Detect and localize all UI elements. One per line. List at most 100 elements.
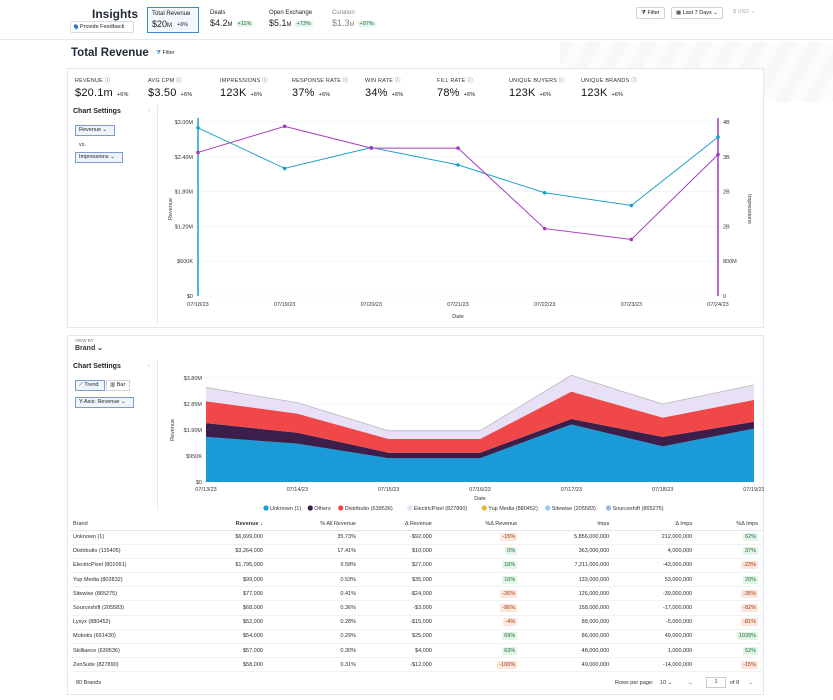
tab-total-revenue[interactable]: Total Revenue $20M +6% (147, 7, 199, 33)
y-axis-title: Revenue (170, 419, 176, 441)
tab-unit: M (349, 22, 355, 28)
metric2-select[interactable]: Impressions ⌄ (75, 152, 123, 163)
metric1-select[interactable]: Revenue ⌄ (75, 125, 115, 136)
table-row[interactable]: Skilliance (639536) $57,000 0.30% $4,000 63%… (70, 643, 764, 659)
legend-swatch (545, 505, 551, 511)
y2-tick-label: 0 (723, 294, 726, 300)
trend-label: Trend (84, 382, 99, 388)
table-row[interactable]: Yup Media (802832) $99,000 0.53% $35,000 16%… (70, 572, 764, 588)
page-count: of 8 (730, 680, 740, 686)
prev-page-icon[interactable]: ← (688, 680, 694, 686)
y-axis-select[interactable]: Y-Axis: Revenue ⌄ (75, 397, 134, 408)
rows-per-page-select[interactable]: 10 ⌄ (660, 680, 673, 686)
kpi-delta: +6% (250, 92, 263, 98)
tab-open-exchange[interactable]: Open Exchange $5.1M +73% (265, 7, 321, 33)
table-cell: Distributio (115405) (70, 544, 192, 559)
y-tick-label: $950K (186, 454, 202, 460)
bar-toggle[interactable]: ▥ Bar (106, 380, 130, 391)
data-point (716, 135, 720, 139)
data-point (629, 237, 634, 242)
kpi-label: IMPRESSIONS (220, 78, 261, 84)
y-tick-label: $1.80M (175, 190, 194, 196)
column-header[interactable]: Brand (70, 518, 192, 531)
table-row[interactable]: Sitewise (865275) $77,000 0.41% -$24,000 -26… (70, 586, 764, 602)
column-header[interactable]: % All Revenue (268, 518, 362, 531)
column-header[interactable]: %Δ Revenue (437, 518, 524, 531)
tab-delta: +73% (294, 21, 313, 27)
table-cell: Skilliance (639536) (70, 643, 192, 659)
collapse-icon[interactable]: ‹ (148, 363, 150, 369)
table-cell: 88,000,000 (523, 615, 616, 630)
column-header[interactable]: Δ Imps (615, 518, 699, 531)
delta-chip: -86% (500, 604, 518, 613)
collapse-icon[interactable]: ‹ (148, 108, 150, 114)
data-point (282, 124, 287, 129)
trend-toggle[interactable]: ⟋ Trend (75, 380, 105, 391)
table-cell: 1,000,000 (615, 643, 699, 659)
x-tick-label: 07/23/23 (621, 302, 642, 308)
tab-curation[interactable]: Curation $1.3M +97% (328, 7, 380, 33)
next-page-icon[interactable]: → (748, 680, 754, 686)
table-cell: 0.53% (268, 572, 362, 588)
section-filter-button[interactable]: ⧩ Filter (156, 50, 175, 57)
y2-tick-label: 3B (723, 155, 730, 161)
kpi-label: FILL RATE (437, 78, 466, 84)
x-tick-label: 07/20/23 (361, 302, 382, 308)
table-row[interactable]: Distributio (115405) $3,264,000 17.41% $10,… (70, 544, 764, 559)
table-cell: Unknown (1) (70, 530, 192, 545)
delta-chip: 0% (505, 547, 518, 556)
table-cell: $52,000 (191, 615, 269, 630)
delta-chip: -81% (741, 618, 758, 627)
table-row[interactable]: Lysyx (880452) $52,000 0.28% -$15,000 -4% 88,… (70, 615, 764, 630)
tab-value: $1.3 (332, 18, 350, 28)
y-tick-label: $2.40M (175, 155, 194, 161)
table-cell: Lysyx (880452) (70, 615, 192, 630)
kpi-delta: +6% (611, 92, 624, 98)
column-header[interactable]: Revenue ↓ (191, 518, 269, 531)
column-header[interactable]: Imps (523, 518, 616, 531)
info-icon: ⓘ (394, 78, 401, 84)
tab-unit: M (167, 23, 173, 29)
data-point (716, 152, 720, 157)
table-row[interactable]: ElectricPixel (801091) $1,795,000 9.58% $27… (70, 558, 764, 574)
date-range-select[interactable]: ▦ Last 7 Days ⌄ (671, 7, 723, 19)
filter-button[interactable]: ⧩ Filter (636, 7, 665, 19)
y-tick-label: $600K (177, 259, 193, 265)
table-row[interactable]: ZenSuite (827890) $58,000 0.31% -$12,000 -10… (70, 657, 764, 673)
table-row[interactable]: Unknown (1) $6,699,000 35.73% -$92,000 -15% 5… (70, 530, 764, 545)
kpi-value: $3.50 (148, 87, 177, 99)
data-point (282, 166, 287, 171)
table-row[interactable]: Mobotix (691430) $54,000 0.29% $25,000 69% 86… (70, 629, 764, 645)
table-cell: $54,000 (191, 629, 269, 645)
table-row[interactable]: Sourceshift (205583) $68,000 0.36% -$3,000 -… (70, 600, 764, 616)
area-distributio-639536- (206, 391, 754, 453)
kpi-value: 123K (581, 87, 608, 99)
data-point (456, 146, 460, 150)
delta-chip: -35% (741, 589, 758, 598)
tab-deals[interactable]: Deals $4.2M +11% (206, 7, 258, 33)
provide-feedback-button[interactable]: Provide Feedback (70, 21, 134, 33)
view-by-select[interactable]: Brand ⌄ (75, 345, 104, 352)
currency-select[interactable]: $ USD ⌄ (733, 9, 756, 15)
kpi-value: 37% (292, 87, 315, 99)
table-cell: $99,000 (191, 572, 269, 588)
table-cell: 7,211,000,000 (523, 558, 616, 574)
kpi-value: 123K (509, 87, 536, 99)
tab-value: $20 (152, 19, 168, 29)
column-header[interactable]: %Δ Imps (698, 518, 764, 531)
sort-arrow-icon: ↓ (258, 520, 263, 527)
y-tick-label: $0 (187, 294, 193, 300)
table-cell: -$92,000 (361, 530, 438, 545)
x-tick-label: 07/21/23 (447, 302, 468, 308)
legend-entry: Unknown (1) (270, 506, 301, 512)
kpi-win-rate: WIN RATE ⓘ 34% +6% (365, 76, 403, 99)
top-bar: Insights Provide Feedback Total Revenue $… (0, 0, 833, 40)
calendar-icon: ▦ (676, 10, 683, 16)
legend-entry: Others (314, 506, 331, 512)
page-input[interactable]: 1 (706, 677, 726, 688)
column-header[interactable]: Δ Revenue (361, 518, 438, 531)
table-cell: 5,856,000,000 (523, 530, 616, 545)
x-tick-label: 07/17/23 (561, 487, 582, 493)
legend-swatch (407, 505, 413, 511)
area-others (206, 419, 754, 459)
